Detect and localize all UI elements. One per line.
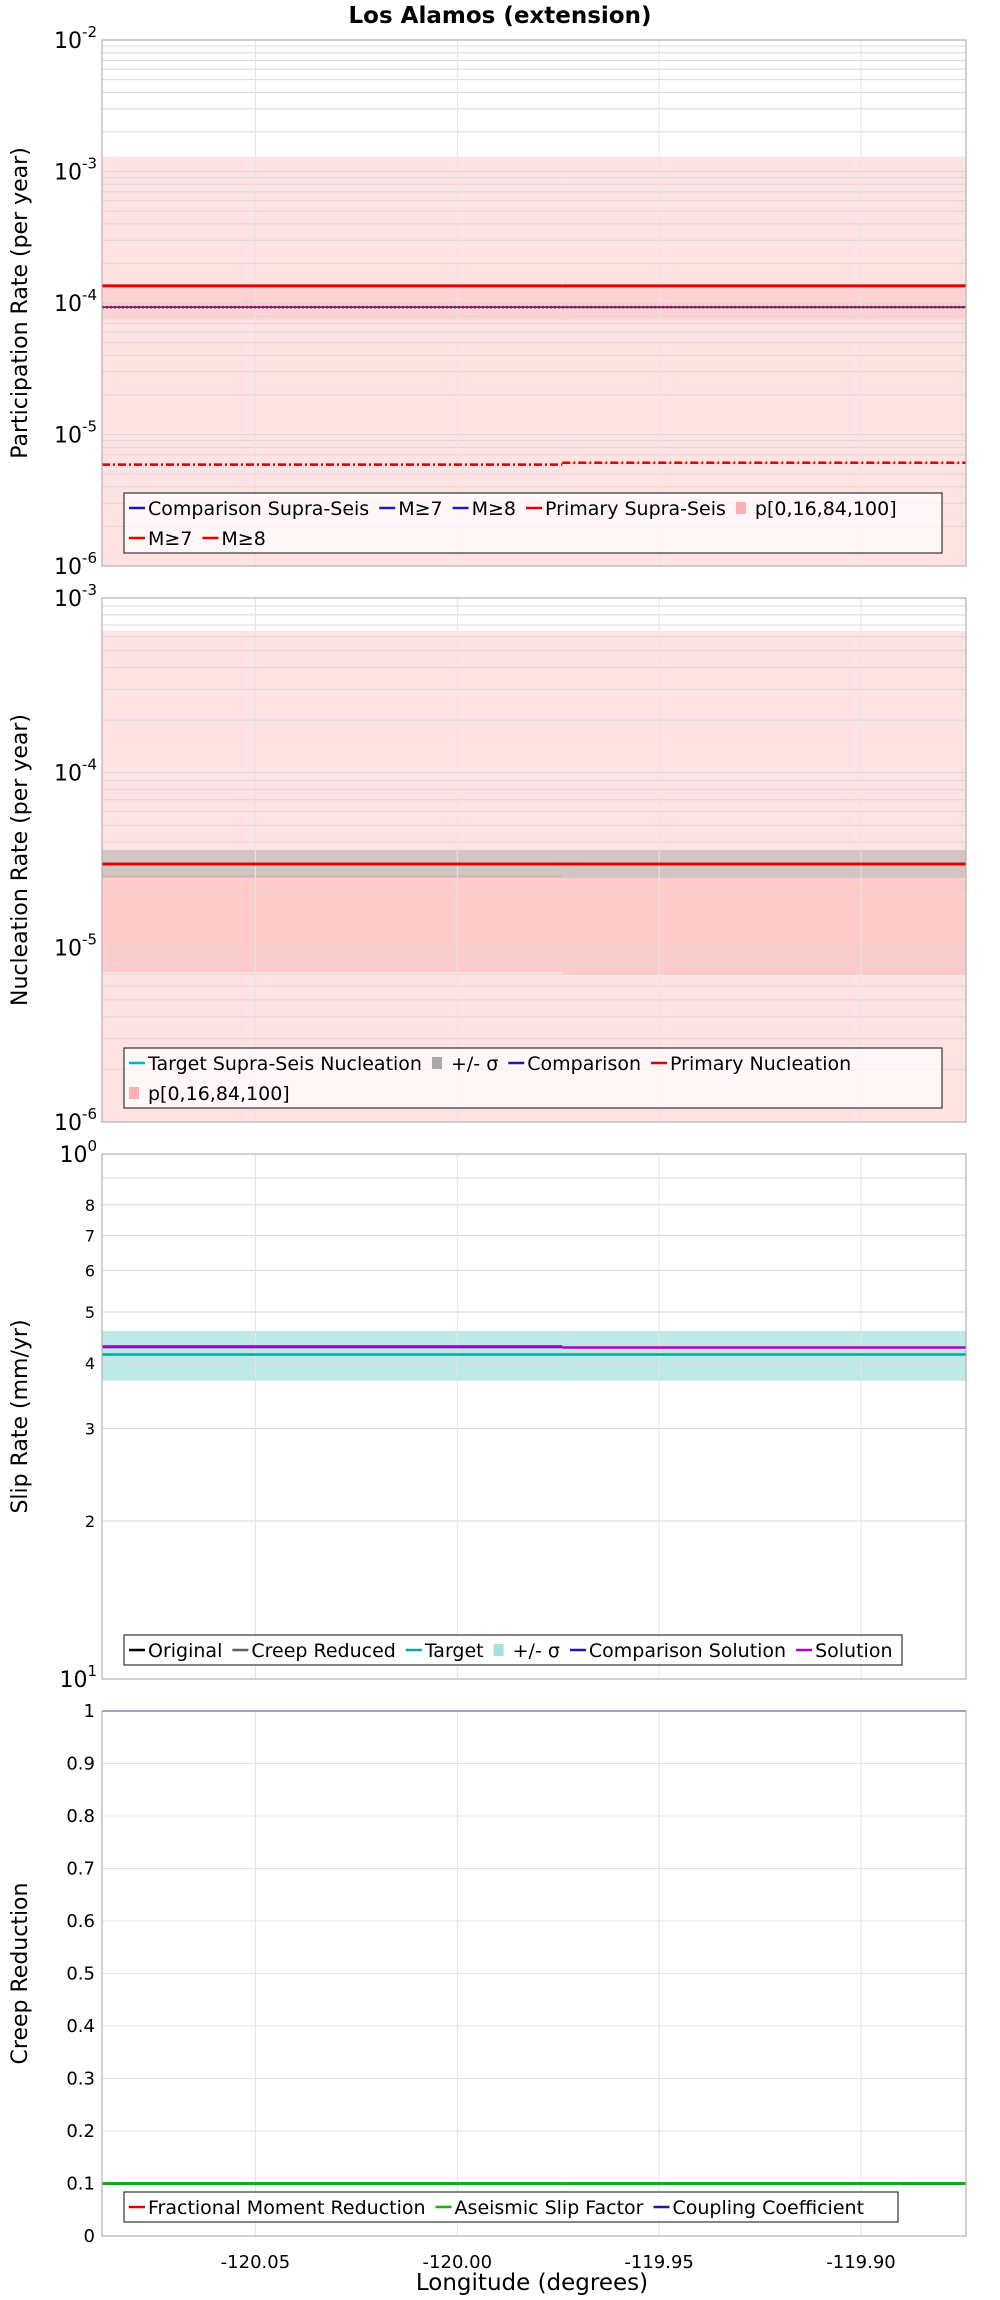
nucleation-plot-area <box>102 598 966 1122</box>
y-tick-label: 0.8 <box>66 1806 95 1827</box>
legend-label: Comparison <box>527 1053 641 1075</box>
legend-label: Comparison Solution <box>589 1640 786 1662</box>
x-tick-label: -120.00 <box>423 2252 492 2273</box>
legend-box <box>123 1047 943 1109</box>
legend-swatch <box>493 1644 504 1656</box>
x-tick-label: -119.90 <box>826 2252 895 2273</box>
y-tick-label: 2 <box>85 1512 95 1531</box>
legend-label: M≥7 <box>398 498 442 520</box>
legend-label: +/- σ <box>513 1640 560 1662</box>
y-tick-label: 10-4 <box>54 286 97 317</box>
sliprate-series-solution <box>102 1345 966 1349</box>
legend-swatch <box>431 1057 442 1069</box>
participation-y-axis-label: Participation Rate (per year) <box>8 147 33 459</box>
legend-label: Aseismic Slip Factor <box>455 2197 644 2219</box>
y-tick-label: 10-6 <box>54 549 97 580</box>
y-tick-label: 10-4 <box>54 756 97 787</box>
y-tick-label: 0.5 <box>66 1964 95 1985</box>
legend-label: p[0,16,84,100] <box>148 1083 290 1105</box>
y-tick-label: 0 <box>84 2226 95 2247</box>
nucleation-band-p-0-100- <box>562 630 966 1122</box>
sliprate-legend: Original Creep Reduced Target +/- σ Comparis… <box>123 1634 903 1666</box>
legend-label: Original <box>148 1640 222 1662</box>
participation-series-primary-m-8 <box>102 461 966 466</box>
y-tick-label: 10-2 <box>54 23 97 54</box>
nucleation-frame <box>101 597 967 1123</box>
sliprate-band-- <box>102 1331 563 1381</box>
sliprate-panel: 101 2 3 4 5 6 7 8 100 Slip Rate (mm/yr) Original Cr… <box>8 1137 967 1693</box>
nucleation-band-p-16-84- <box>562 877 966 975</box>
y-tick-label: 10-5 <box>54 930 97 961</box>
legend-label: Primary Nucleation <box>670 1053 851 1075</box>
nucleation-y-axis-label: Nucleation Rate (per year) <box>8 714 33 1006</box>
x-tick-label: -120.05 <box>221 2252 290 2273</box>
creep-panel: 0 0.1 0.2 0.3 0.4 0.5 0.6 0.7 0.8 0.9 1 Creep Reduc… <box>8 1701 967 2273</box>
creep-frame <box>101 1710 967 2237</box>
sliprate-plot-area <box>102 1154 966 1679</box>
y-tick-label: 6 <box>85 1261 95 1280</box>
y-tick-label: 0.7 <box>66 1859 95 1880</box>
legend-label: M≥8 <box>221 528 265 550</box>
x-axis-label: Longitude (degrees) <box>416 2270 648 2296</box>
legend-label: Creep Reduced <box>251 1640 395 1662</box>
participation-panel: 10-6 10-5 10-4 10-3 10-2 Participation Rate (… <box>8 23 967 580</box>
creep-legend: Fractional Moment Reduction Aseismic Slip… <box>123 2191 899 2223</box>
legend-label: M≥8 <box>472 498 516 520</box>
y-tick-label: 10-3 <box>54 581 97 612</box>
y-tick-label: 8 <box>85 1196 95 1215</box>
creep-y-axis-label: Creep Reduction <box>8 1883 33 2065</box>
nucleation-legend: Target Supra-Seis Nucleation +/- σ Compari… <box>123 1047 943 1109</box>
legend-label: Target <box>424 1640 484 1662</box>
y-tick-label: 7 <box>85 1226 95 1245</box>
legend-label: Coupling Coefficient <box>672 2197 864 2219</box>
y-tick-label: 0.1 <box>66 2174 95 2195</box>
y-tick-label: 101 <box>59 1662 97 1693</box>
chart-title: Los Alamos (extension) <box>349 3 652 29</box>
legend-label: Comparison Supra-Seis <box>148 498 369 520</box>
legend-label: Target Supra-Seis Nucleation <box>147 1053 422 1075</box>
y-tick-label: 1 <box>84 1701 95 1722</box>
legend-swatch <box>735 502 746 514</box>
legend-label: M≥7 <box>148 528 192 550</box>
y-tick-label: 4 <box>85 1354 95 1373</box>
y-tick-label: 0.4 <box>66 2016 95 2037</box>
legend-box <box>123 1634 903 1666</box>
y-tick-label: 0.6 <box>66 1911 95 1932</box>
nucleation-panel: 10-6 10-5 10-4 10-3 Nucleation Rate (per yea… <box>8 581 967 1136</box>
nucleation-band-p-16-84- <box>102 874 563 973</box>
participation-frame <box>101 39 967 567</box>
y-tick-label: 10-6 <box>54 1105 97 1136</box>
y-tick-label: 5 <box>85 1303 95 1322</box>
legend-label: Primary Supra-Seis <box>545 498 726 520</box>
sliprate-band-- <box>562 1331 966 1381</box>
sliprate-frame <box>101 1153 967 1680</box>
y-tick-label: 0.3 <box>66 2069 95 2090</box>
legend-box <box>123 492 943 554</box>
legend-label: Fractional Moment Reduction <box>148 2197 426 2219</box>
y-tick-label: 10-3 <box>54 155 97 186</box>
legend-swatch <box>129 1087 139 1099</box>
participation-legend: Comparison Supra-Seis M≥7 M≥8 Primary Supra… <box>123 492 943 554</box>
x-tick-label: -119.95 <box>624 2252 693 2273</box>
legend-label: +/- σ <box>451 1053 498 1075</box>
legend-box <box>123 2191 899 2223</box>
nucleation-band-p-0-100- <box>102 630 563 1122</box>
sliprate-y-axis-label: Slip Rate (mm/yr) <box>8 1319 33 1513</box>
legend-label: Solution <box>815 1640 892 1662</box>
y-tick-label: 10-5 <box>54 418 97 449</box>
y-tick-label: 0.2 <box>66 2121 95 2142</box>
legend-label: p[0,16,84,100] <box>755 498 897 520</box>
y-tick-label: 0.9 <box>66 1754 95 1775</box>
y-tick-label: 3 <box>85 1420 95 1439</box>
y-tick-label: 100 <box>59 1137 97 1168</box>
